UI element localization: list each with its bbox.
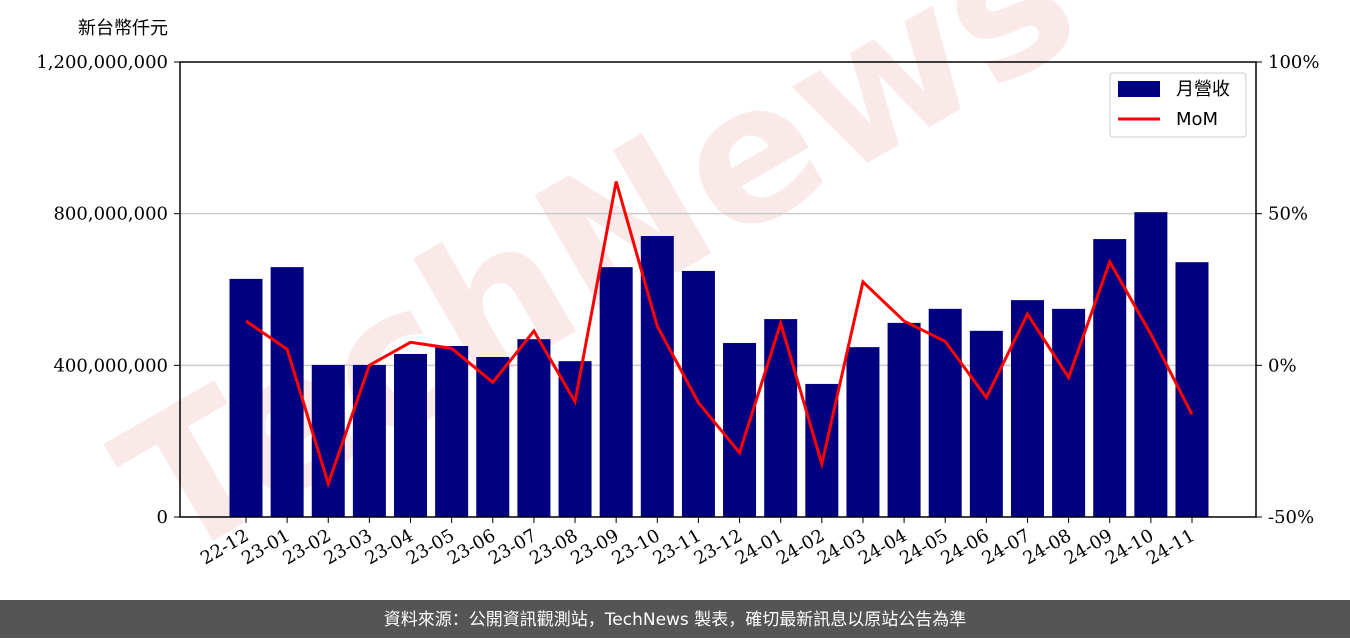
bar [887, 322, 921, 517]
bar [805, 383, 839, 517]
legend-swatch [1118, 81, 1160, 97]
y-tick-label: 0 [157, 507, 168, 528]
y2-tick-label: 0% [1268, 355, 1297, 376]
bar [969, 330, 1003, 517]
bar [681, 270, 715, 517]
bar [311, 364, 345, 517]
bar [1175, 262, 1209, 517]
legend-label: 月營收 [1176, 79, 1230, 100]
bar [640, 236, 674, 517]
plot-frame [179, 61, 1257, 518]
y-tick-label: 1,200,000,000 [36, 52, 168, 73]
bar [1052, 308, 1086, 517]
bar [846, 347, 880, 517]
bar [723, 342, 757, 517]
line [245, 181, 1194, 489]
y2-tick-label: 50% [1268, 204, 1308, 225]
bar [435, 345, 469, 517]
bar [1093, 239, 1127, 517]
bar [517, 339, 551, 517]
y2-tick-label: -50% [1268, 507, 1314, 528]
y2-tick-label: 100% [1268, 52, 1319, 73]
bar [229, 278, 263, 517]
footer-bar [0, 600, 1350, 638]
bar [764, 319, 798, 517]
bar [558, 361, 592, 517]
bar [270, 267, 304, 517]
bar [1134, 212, 1168, 517]
y-axis-label: 新台幣仟元 [78, 18, 168, 39]
y-tick-label: 800,000,000 [53, 204, 168, 225]
bar [352, 364, 386, 517]
footer-text: 資料來源：公開資訊觀測站，TechNews 製表，確切最新訊息以原站公告為準 [384, 610, 966, 630]
legend-label: MoM [1176, 109, 1218, 130]
bar [599, 267, 633, 517]
y-tick-label: 400,000,000 [53, 355, 168, 376]
bar [394, 353, 428, 517]
x-tick-label: 24-11 [1143, 525, 1198, 569]
